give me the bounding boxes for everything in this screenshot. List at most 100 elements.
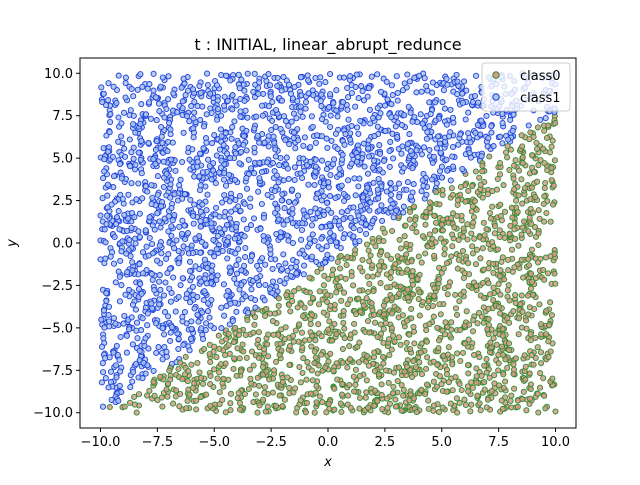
scatter-point-class1: [394, 134, 401, 141]
scatter-point-class1: [221, 192, 228, 199]
scatter-point-class0: [297, 379, 304, 386]
scatter-point-class1: [188, 103, 195, 110]
scatter-point-class1: [466, 134, 473, 141]
scatter-point-class1: [336, 165, 343, 172]
scatter-point-class1: [153, 138, 160, 145]
scatter-point-class0: [529, 278, 536, 285]
scatter-point-class1: [198, 278, 205, 285]
scatter-point-class1: [191, 201, 198, 208]
scatter-point-class0: [452, 291, 459, 298]
scatter-point-class0: [508, 246, 516, 253]
scatter-point-class1: [267, 255, 274, 263]
scatter-point-class0: [365, 247, 372, 254]
scatter-point-class1: [179, 105, 186, 112]
scatter-point-class0: [535, 409, 542, 416]
scatter-point-class1: [130, 121, 137, 128]
scatter-point-class0: [526, 304, 533, 311]
scatter-point-class0: [484, 326, 491, 333]
scatter-point-class0: [532, 193, 539, 201]
scatter-point-class0: [365, 404, 372, 411]
scatter-point-class1: [107, 253, 114, 260]
scatter-point-class0: [540, 266, 547, 274]
scatter-point-class1: [144, 310, 151, 317]
scatter-point-class1: [167, 265, 174, 272]
scatter-point-class1: [177, 282, 184, 289]
scatter-point-class0: [548, 143, 555, 150]
scatter-point-class0: [414, 276, 421, 283]
y-tick-label: 7.5: [52, 109, 73, 124]
scatter-point-class0: [510, 366, 518, 373]
scatter-point-class1: [158, 203, 165, 210]
scatter-point-class1: [251, 144, 258, 151]
scatter-point-class1: [179, 318, 186, 325]
scatter-point-class1: [471, 92, 479, 100]
scatter-point-class1: [485, 135, 492, 142]
scatter-point-class0: [529, 152, 536, 159]
scatter-point-class1: [410, 181, 417, 188]
scatter-point-class1: [207, 90, 214, 97]
scatter-point-class1: [235, 256, 242, 263]
scatter-point-class1: [459, 165, 466, 173]
y-axis-ticks: −10.0−7.5−5.0−2.50.02.55.07.510.0: [33, 67, 80, 421]
scatter-point-class0: [351, 320, 358, 327]
scatter-point-class1: [208, 109, 215, 117]
scatter-point-class0: [476, 354, 483, 361]
scatter-point-class0: [423, 327, 430, 334]
scatter-point-class0: [448, 319, 455, 326]
scatter-point-class0: [286, 361, 293, 369]
scatter-point-class0: [350, 282, 357, 289]
scatter-point-class0: [525, 228, 532, 235]
scatter-point-class0: [333, 330, 340, 338]
scatter-point-class0: [541, 185, 548, 192]
scatter-point-class1: [233, 102, 240, 109]
scatter-point-class1: [150, 87, 157, 94]
scatter-point-class1: [208, 267, 215, 274]
scatter-point-class1: [226, 198, 233, 205]
scatter-point-class0: [292, 385, 299, 392]
scatter-point-class0: [496, 159, 504, 167]
scatter-point-class1: [196, 150, 204, 157]
scatter-point-class1: [243, 147, 250, 154]
scatter-point-class1: [231, 235, 238, 242]
scatter-point-class0: [275, 295, 282, 302]
scatter-point-class0: [473, 282, 480, 289]
scatter-point-class0: [377, 280, 384, 287]
scatter-point-class1: [115, 72, 122, 79]
scatter-point-class0: [308, 343, 315, 350]
scatter-point-class1: [291, 129, 298, 136]
scatter-point-class1: [341, 141, 348, 148]
scatter-point-class1: [294, 98, 301, 105]
scatter-point-class1: [235, 245, 242, 253]
scatter-point-class0: [371, 387, 379, 394]
scatter-point-class0: [272, 402, 279, 409]
scatter-point-class1: [418, 151, 425, 158]
scatter-point-class1: [167, 126, 174, 133]
scatter-point-class0: [470, 219, 477, 226]
scatter-point-class0: [448, 215, 455, 222]
scatter-point-class1: [274, 205, 281, 212]
scatter-point-class0: [312, 389, 319, 396]
scatter-point-class1: [127, 107, 134, 114]
scatter-point-class1: [125, 191, 132, 198]
scatter-point-class0: [547, 218, 554, 225]
scatter-point-class0: [439, 227, 446, 234]
scatter-point-class0: [331, 320, 338, 328]
scatter-point-class0: [469, 183, 476, 190]
scatter-point-class0: [342, 275, 349, 282]
scatter-point-class0: [453, 395, 460, 402]
scatter-point-class1: [300, 207, 307, 214]
scatter-point-class1: [153, 320, 160, 327]
scatter-point-class0: [241, 390, 248, 398]
scatter-point-class0: [383, 271, 390, 278]
scatter-point-class0: [523, 325, 530, 332]
scatter-point-class0: [379, 353, 387, 360]
y-tick-label: −5.0: [41, 321, 73, 336]
scatter-point-class0: [254, 374, 261, 381]
scatter-point-class1: [275, 179, 282, 186]
scatter-point-class1: [158, 133, 165, 140]
scatter-point-class1: [126, 136, 133, 143]
scatter-point-class1: [298, 226, 306, 234]
scatter-point-class0: [299, 369, 306, 376]
scatter-point-class1: [499, 120, 506, 127]
scatter-point-class0: [377, 330, 385, 337]
